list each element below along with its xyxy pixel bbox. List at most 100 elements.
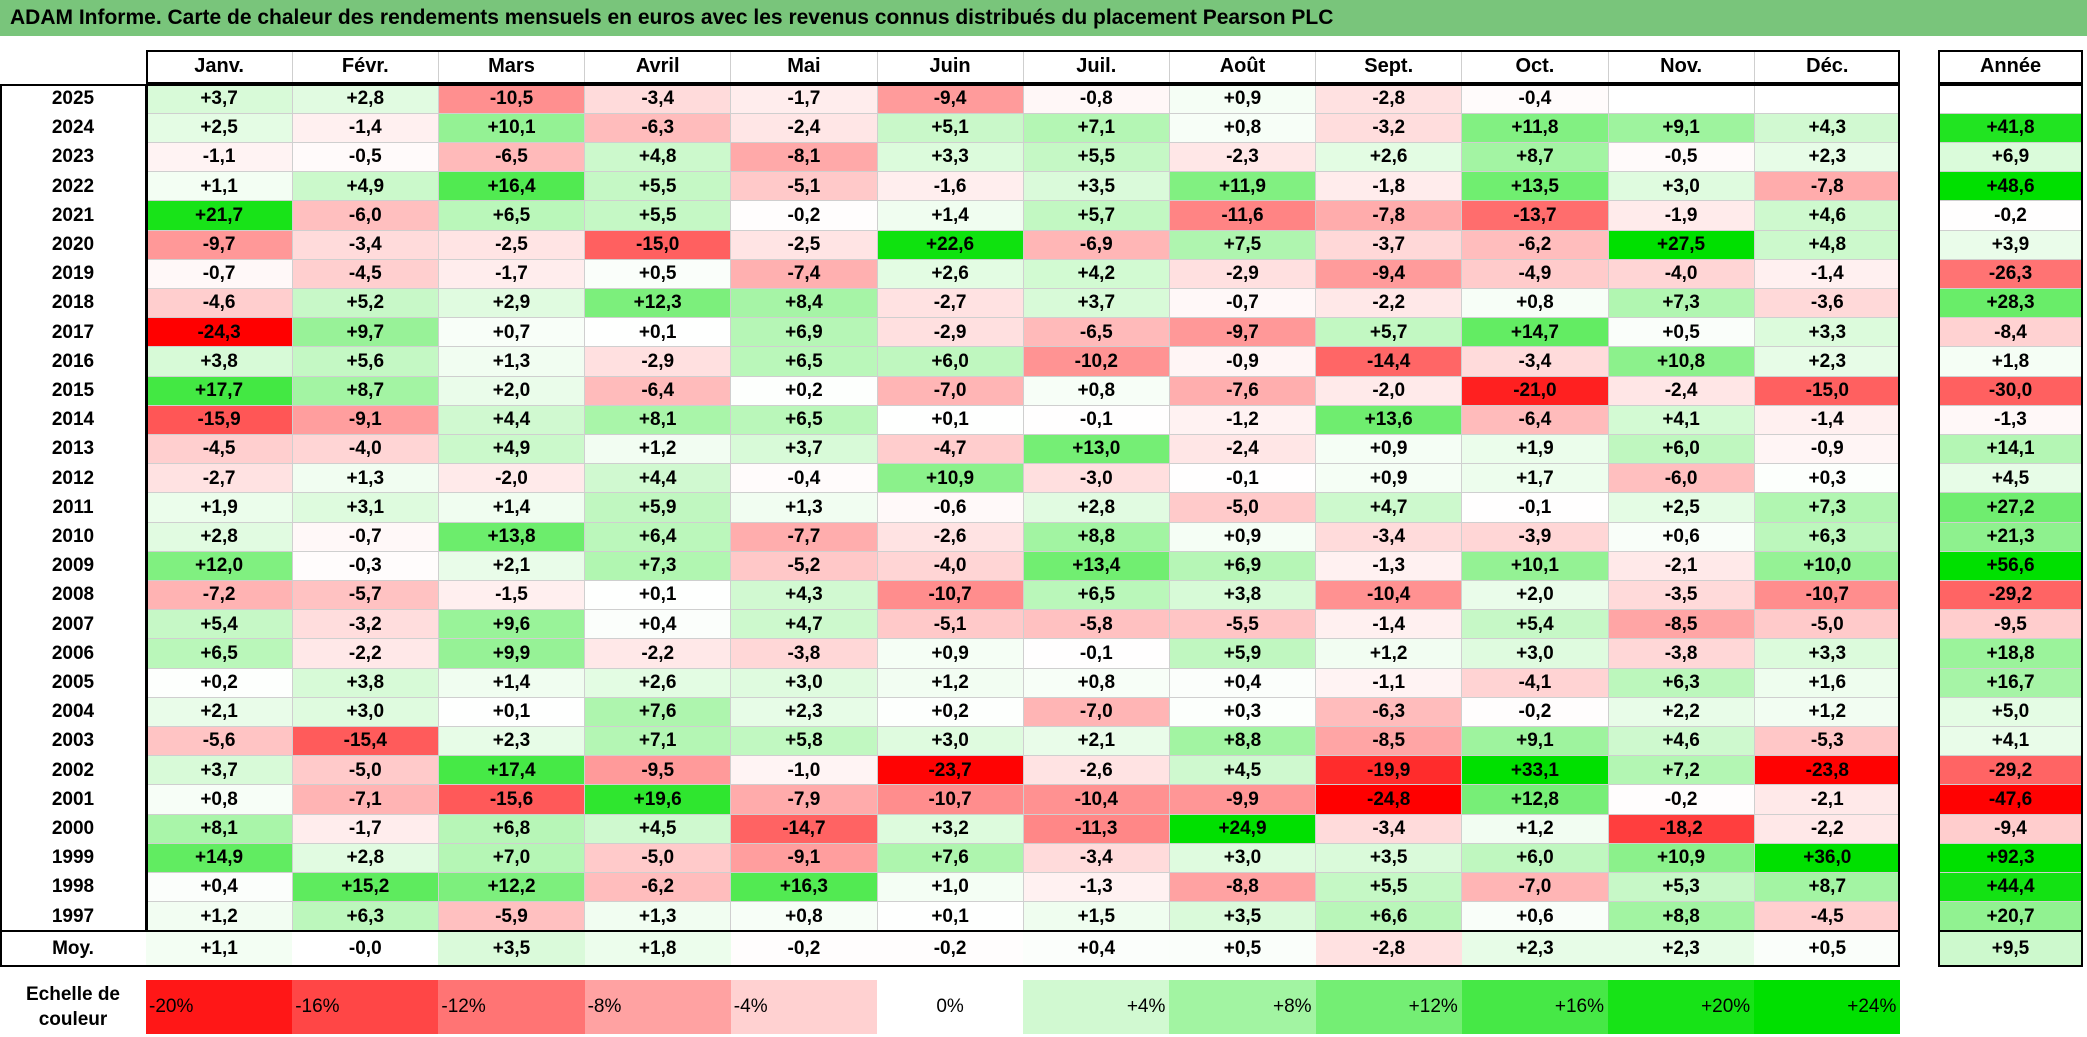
heatmap-cell: +13,4	[1023, 551, 1170, 581]
annual-cell: +14,1	[1938, 434, 2083, 464]
heatmap-cell: -2,2	[584, 638, 731, 668]
grid-line	[1938, 638, 2083, 640]
heatmap-cell: +12,2	[438, 872, 585, 902]
heatmap-cell: -6,3	[584, 113, 731, 143]
year-label: 2024	[51, 117, 95, 139]
heatmap-cell: -19,9	[1315, 755, 1462, 785]
grid-line	[1938, 550, 2083, 552]
heatmap-cell: +14,7	[1461, 317, 1608, 347]
heatmap-cell: -3,7	[1315, 230, 1462, 260]
heatmap-cell: -5,1	[730, 171, 877, 201]
heatmap-cell: -10,7	[877, 784, 1024, 814]
grid-line	[876, 50, 878, 967]
heatmap-cell: +13,6	[1315, 405, 1462, 435]
heatmap-cell: +0,8	[1023, 668, 1170, 698]
annual-cell: -26,3	[1938, 259, 2083, 289]
heatmap-cell: +1,3	[438, 346, 585, 376]
heatmap-cell: +7,1	[584, 726, 731, 756]
heatmap-cell: +0,2	[146, 668, 293, 698]
heatmap-cell: +0,1	[877, 901, 1024, 931]
month-header: Mars	[488, 55, 535, 77]
grid-line	[1938, 346, 2083, 348]
heatmap-cell: -4,5	[1754, 901, 1901, 931]
grid-line	[1938, 229, 2083, 231]
heatmap-cell: -4,0	[1608, 259, 1755, 289]
heatmap-cell: +9,1	[1461, 726, 1608, 756]
heatmap-cell: -10,4	[1315, 580, 1462, 610]
heatmap-cell: +0,8	[146, 784, 293, 814]
year-label: 1999	[51, 847, 95, 869]
heatmap-cell: +3,2	[877, 814, 1024, 844]
heatmap-cell: +6,5	[1023, 580, 1170, 610]
grid-line	[1938, 141, 2083, 143]
year-label: 2016	[51, 350, 95, 372]
heatmap-cell: +1,9	[146, 492, 293, 522]
heatmap-cell: +5,8	[730, 726, 877, 756]
heatmap-cell: -2,7	[146, 463, 293, 493]
heatmap-cell: +2,8	[292, 84, 439, 114]
grid-line	[1938, 813, 2083, 815]
heatmap-cell: +2,9	[438, 288, 585, 318]
heatmap-cell: +0,4	[1169, 668, 1316, 698]
heatmap-cell: +8,7	[1461, 142, 1608, 172]
year-label: 2015	[51, 380, 95, 401]
heatmap-cell: +0,8	[1023, 376, 1170, 406]
annual-cell: +6,9	[1938, 142, 2083, 172]
grid-line	[1938, 609, 2083, 611]
heatmap-cell: -5,0	[1169, 492, 1316, 522]
year-label: 2002	[51, 759, 95, 781]
heatmap-cell: -4,1	[1461, 668, 1608, 698]
year-label: 2005	[51, 672, 95, 693]
heatmap-cell: +4,2	[1023, 259, 1170, 289]
heatmap-cell: +1,2	[1754, 697, 1901, 727]
heatmap-cell: +2,5	[1608, 492, 1755, 522]
color-scale-label: Echelle de couleur	[26, 984, 120, 1030]
heatmap-cell: +5,4	[1461, 609, 1608, 639]
heatmap-cell: -1,1	[1315, 668, 1462, 698]
heatmap-cell: +5,9	[584, 492, 731, 522]
heatmap-cell: -14,7	[730, 814, 877, 844]
heatmap-cell: -10,5	[438, 84, 585, 114]
month-header: Nov.	[1660, 55, 1703, 77]
heatmap-cell: +3,0	[730, 668, 877, 698]
heatmap-cell: +12,8	[1461, 784, 1608, 814]
year-label: 2011	[52, 496, 94, 518]
heatmap-cell: +1,4	[438, 668, 585, 698]
heatmap-cell: -3,6	[1754, 288, 1901, 318]
heatmap-cell: +1,2	[584, 434, 731, 464]
heatmap-cell: -1,2	[1169, 405, 1316, 435]
heatmap-cell: +4,6	[1608, 726, 1755, 756]
heatmap-cell: -1,3	[1023, 872, 1170, 902]
heatmap-cell: -4,9	[1461, 259, 1608, 289]
heatmap-cell: -24,8	[1315, 784, 1462, 814]
heatmap-cell: -3,4	[1315, 522, 1462, 552]
heatmap-cell: -3,4	[292, 230, 439, 260]
grid-line	[1938, 404, 2083, 406]
heatmap-cell: -0,4	[730, 463, 877, 493]
heatmap-cell: +4,8	[584, 142, 731, 172]
heatmap-cell: +0,1	[877, 405, 1024, 435]
grid-line	[730, 50, 732, 967]
heatmap-cell: +2,1	[146, 697, 293, 727]
heatmap-cell: -6,4	[1461, 405, 1608, 435]
heatmap-cell: -2,9	[877, 317, 1024, 347]
grid-line	[1938, 433, 2083, 435]
year-label: 2025	[51, 88, 95, 109]
heatmap-cell: +1,2	[877, 668, 1024, 698]
heatmap-cell: -15,4	[292, 726, 439, 756]
heatmap-cell: -1,5	[438, 580, 585, 610]
grid-line	[1938, 579, 2083, 581]
grid-line	[1938, 463, 2083, 465]
heatmap-cell	[1754, 84, 1901, 114]
heatmap-cell: +2,3	[730, 697, 877, 727]
heatmap-cell: +7,6	[877, 843, 1024, 873]
heatmap-cell: +7,5	[1169, 230, 1316, 260]
heatmap-cell: -2,8	[1315, 84, 1462, 114]
color-scale-swatch: -20%	[146, 980, 293, 1034]
average-cell: +3,5	[438, 930, 585, 967]
heatmap-cell: +3,5	[1315, 843, 1462, 873]
heatmap-cell: +4,5	[584, 814, 731, 844]
heatmap-cell: +15,2	[292, 872, 439, 902]
heatmap-cell: +22,6	[877, 230, 1024, 260]
color-scale-swatch: +12%	[1315, 980, 1462, 1034]
